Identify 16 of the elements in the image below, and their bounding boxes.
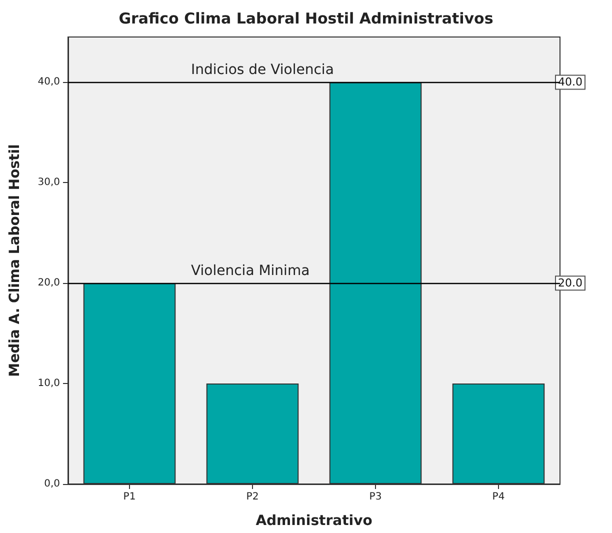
ref-line-label: Indicios de Violencia xyxy=(191,62,334,78)
y-tick-label: 0,0 xyxy=(44,478,60,490)
x-tick-label: P4 xyxy=(492,492,505,502)
y-tick-label: 20,0 xyxy=(38,278,60,289)
chart-title: Grafico Clima Laboral Hostil Administrativos xyxy=(118,10,494,28)
x-tick-label: P1 xyxy=(123,492,136,502)
y-tick-label: 30,0 xyxy=(38,177,60,188)
x-tick-label: P2 xyxy=(246,492,259,502)
y-axis-title: Media A. Clima Laboral Hostil xyxy=(7,144,23,377)
y-tick-label: 40,0 xyxy=(38,76,60,88)
x-tick-label: P3 xyxy=(369,492,382,502)
ref-line-label: Violencia Minima xyxy=(191,263,310,280)
y-tick-label: 10,0 xyxy=(38,378,60,390)
x-axis-title: Administrativo xyxy=(256,513,373,529)
annotation: 40.0 xyxy=(558,76,582,89)
annotation: 20.0 xyxy=(558,276,582,290)
